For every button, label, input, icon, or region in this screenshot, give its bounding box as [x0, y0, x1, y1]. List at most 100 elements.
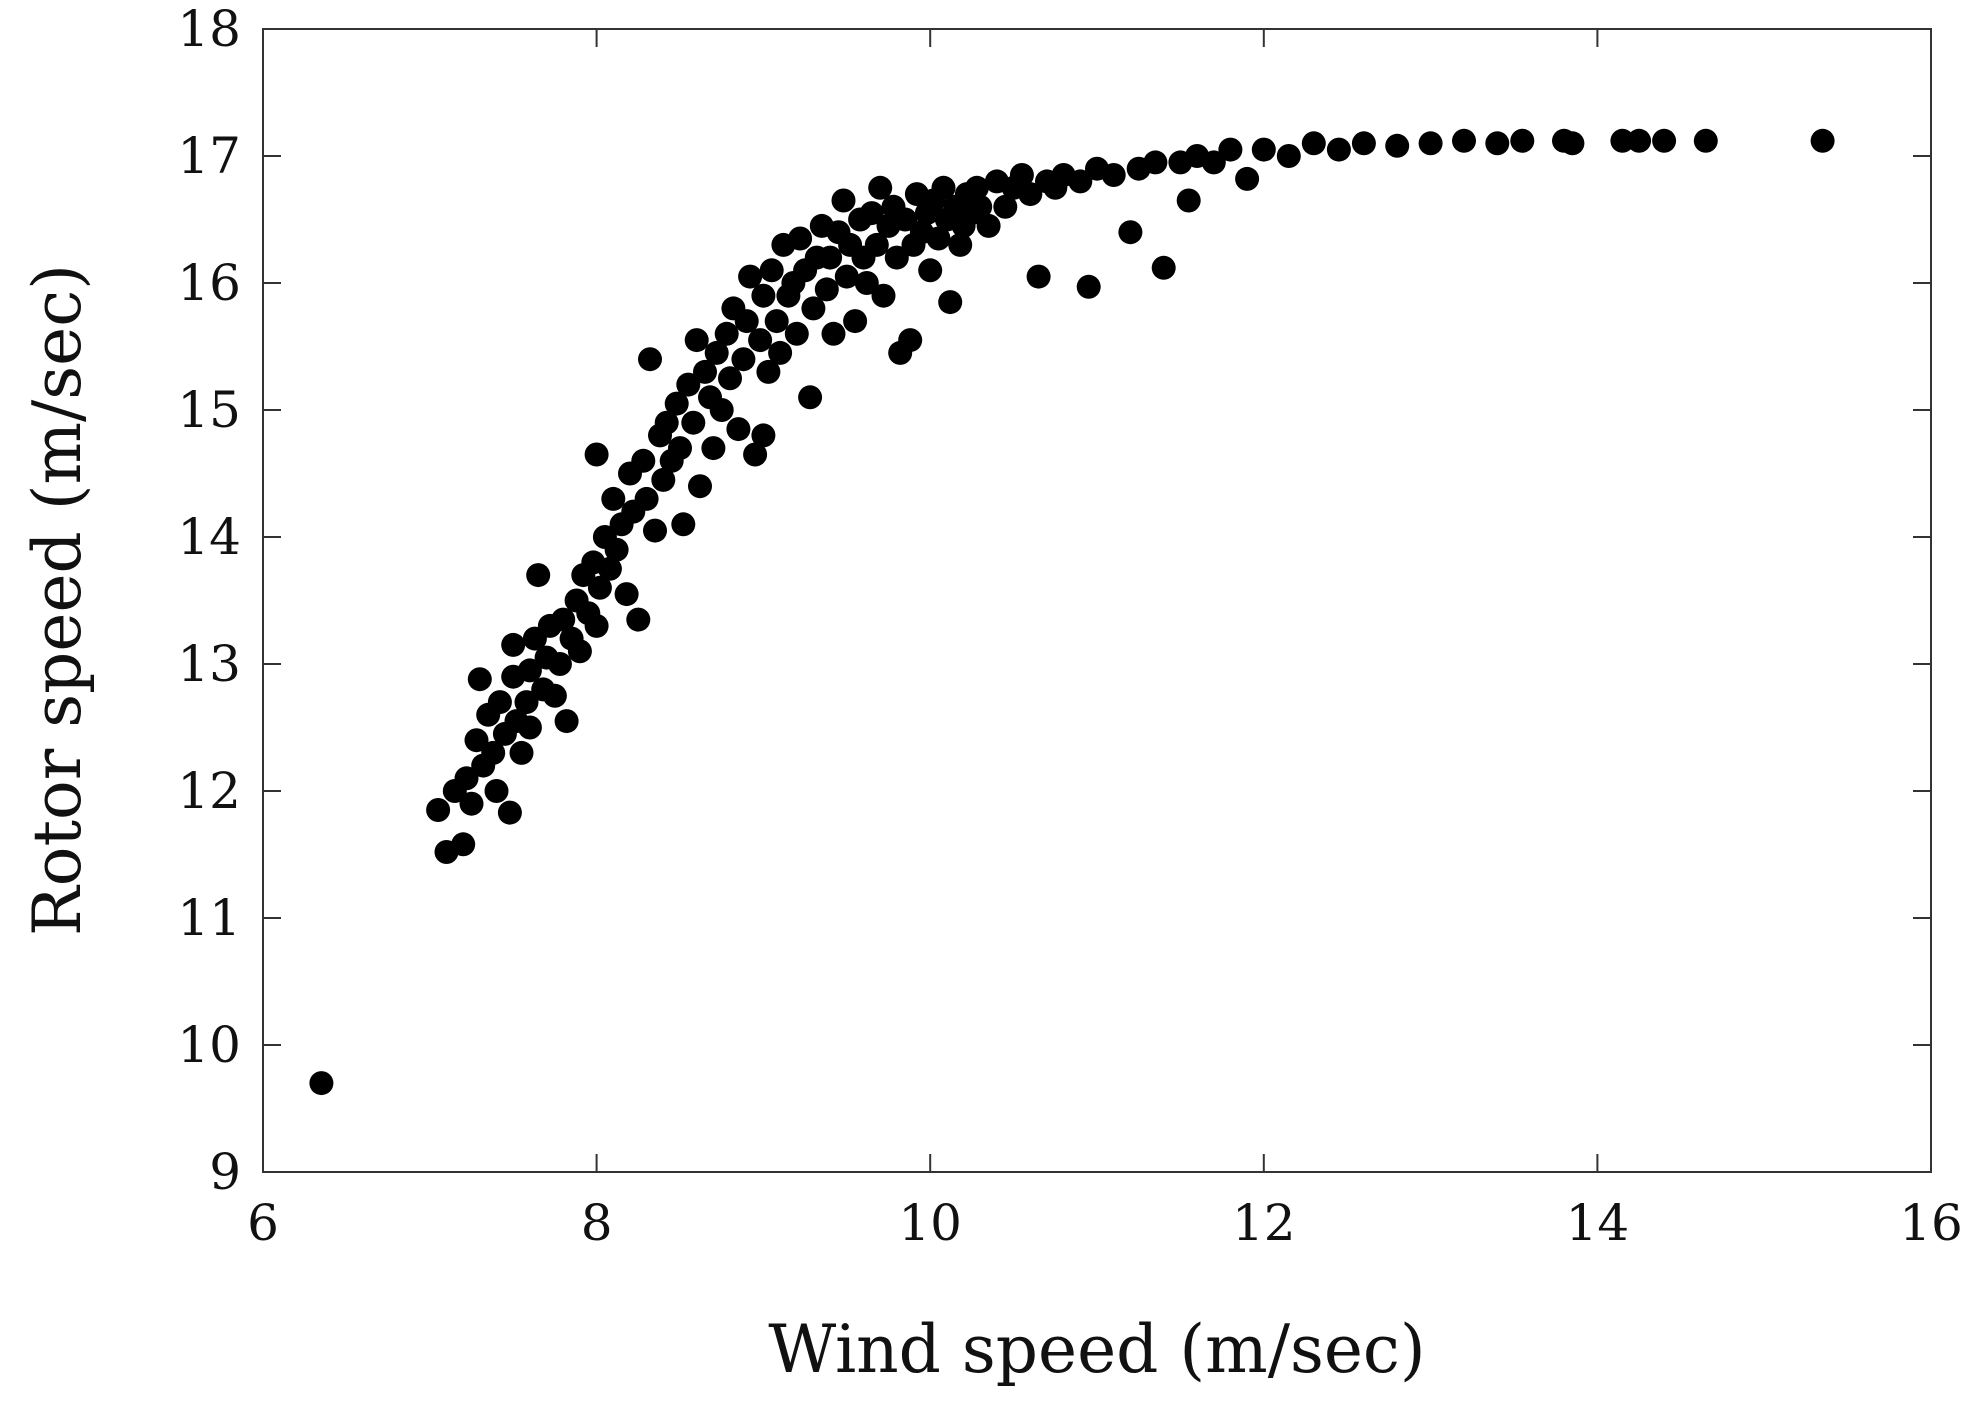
y-tick-label: 17 [177, 127, 241, 185]
x-tick-label: 14 [1566, 1194, 1630, 1252]
data-point [788, 226, 813, 251]
y-tick-label: 11 [177, 889, 241, 947]
data-point [751, 283, 776, 308]
data-point [1076, 274, 1101, 299]
data-point [484, 779, 509, 803]
data-point [426, 798, 451, 822]
data-point [584, 613, 609, 638]
data-point [1560, 131, 1585, 156]
data-point [1235, 166, 1260, 191]
data-point [968, 194, 993, 219]
data-point [726, 417, 751, 442]
data-point [467, 667, 492, 692]
data-point [514, 690, 539, 715]
data-point [587, 575, 612, 600]
data-point [526, 563, 551, 588]
data-point [664, 391, 689, 416]
y-tick-label: 16 [177, 254, 241, 312]
data-point [509, 740, 534, 765]
data-point [704, 340, 729, 365]
data-point [451, 832, 476, 857]
data-point [918, 258, 943, 283]
data-point [843, 309, 868, 334]
data-point [1009, 163, 1034, 187]
data-point [454, 766, 479, 791]
data-point [993, 194, 1018, 219]
data-point [814, 277, 839, 302]
data-point [614, 582, 639, 607]
data-point [542, 683, 567, 708]
data-point [764, 309, 789, 334]
data-point [626, 607, 651, 632]
data-point [668, 436, 692, 461]
data-point [517, 658, 542, 683]
data-point [784, 321, 809, 346]
data-point [1385, 133, 1410, 158]
data-point [501, 632, 526, 657]
data-point [948, 232, 973, 257]
data-point [654, 410, 679, 435]
data-point [1276, 144, 1301, 168]
data-point [1610, 128, 1635, 153]
data-point [864, 232, 889, 257]
data-point [651, 467, 676, 492]
x-tick-label: 8 [581, 1194, 613, 1252]
data-point [459, 791, 484, 816]
data-point [309, 1071, 334, 1096]
data-point [1251, 137, 1276, 162]
data-point [547, 652, 572, 676]
data-point [601, 486, 626, 511]
data-point [634, 486, 659, 511]
data-point [1351, 131, 1376, 156]
data-point [604, 537, 629, 562]
data-point [976, 213, 1001, 238]
data-point [734, 309, 759, 334]
data-point [631, 448, 656, 473]
x-tick-label: 16 [1899, 1194, 1963, 1252]
data-point [768, 340, 793, 365]
data-point [1218, 137, 1243, 162]
data-point [1026, 264, 1051, 289]
data-point [1510, 128, 1535, 153]
data-point [567, 639, 592, 664]
data-point [481, 740, 506, 765]
x-tick-label: 10 [898, 1194, 962, 1252]
data-point [688, 474, 712, 499]
data-point [898, 328, 923, 353]
y-tick-label: 18 [177, 0, 241, 58]
data-point [748, 328, 773, 353]
data-point [871, 283, 896, 308]
data-point [731, 347, 756, 372]
data-point [738, 264, 763, 289]
data-point [718, 366, 742, 391]
y-tick-label: 10 [177, 1016, 241, 1074]
data-point [517, 715, 542, 740]
data-point [1068, 169, 1093, 194]
data-point [693, 359, 717, 384]
data-point [1118, 220, 1143, 245]
data-point [1418, 131, 1443, 156]
y-tick-label: 13 [177, 635, 241, 693]
data-point [554, 709, 579, 734]
data-point [926, 226, 951, 251]
data-point [893, 207, 918, 232]
data-point [701, 436, 726, 461]
data-point [831, 188, 856, 213]
tick-labels: 6 8 10 12 14 16 9 10 11 12 13 14 15 16 17 18 [177, 0, 1962, 1252]
data-point [1301, 131, 1326, 156]
data-point [931, 175, 956, 200]
data-point [464, 728, 489, 753]
data-point [759, 258, 784, 283]
data-point [743, 442, 768, 467]
data-point [798, 385, 823, 410]
data-point [1452, 128, 1476, 153]
data-point [834, 264, 859, 289]
plot-frame [262, 28, 1932, 1173]
data-point [1485, 131, 1510, 156]
data-point [681, 410, 706, 435]
data-point [1326, 137, 1351, 162]
data-point [821, 321, 846, 346]
data-point [756, 359, 781, 384]
y-tick-label: 14 [177, 508, 241, 566]
